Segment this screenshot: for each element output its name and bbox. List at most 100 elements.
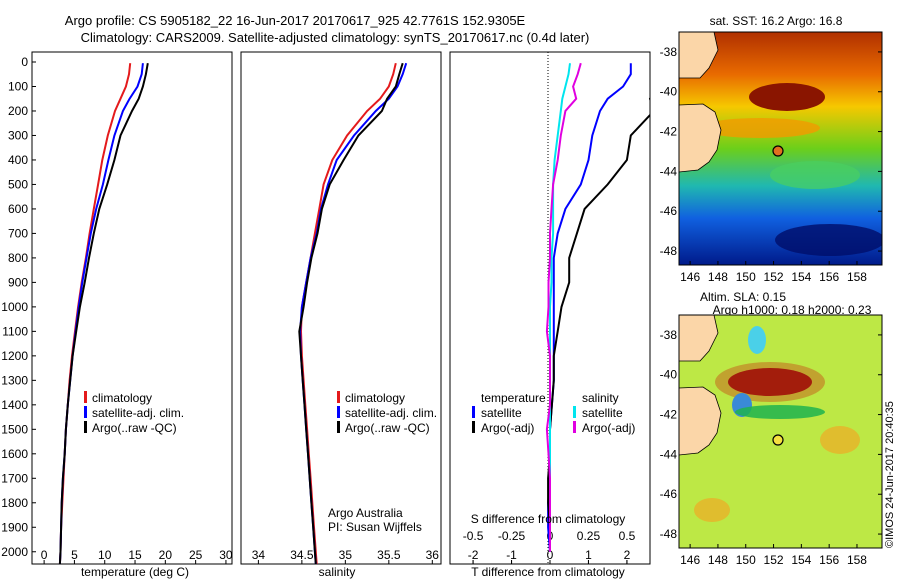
map-lon-tick-label: 154 bbox=[791, 270, 811, 284]
t-difference-xlabel: T difference from climatology bbox=[471, 565, 625, 579]
map-lat-tick-label: -44 bbox=[660, 447, 678, 461]
difference-legend: temperature satellite Argo(-adj) salinit… bbox=[472, 391, 635, 435]
legend-swatch-satellite bbox=[337, 406, 340, 418]
map-lat-tick-label: -40 bbox=[660, 85, 678, 99]
map-lat-tick-label: -46 bbox=[660, 487, 678, 501]
salinity-x-tick-label: 34 bbox=[252, 548, 266, 562]
sst-map-image bbox=[679, 32, 882, 265]
temperature-series bbox=[58, 63, 149, 564]
warm-tongue-feature bbox=[700, 118, 820, 138]
depth-tick-label: 1700 bbox=[1, 471, 28, 485]
temperature-x-tick-label: 0 bbox=[41, 548, 48, 562]
map-lon-tick-label: 148 bbox=[708, 553, 728, 567]
map-lon-tick-label: 146 bbox=[680, 270, 700, 284]
map-lon-tick-label: 146 bbox=[680, 553, 700, 567]
legend-swatch-argo bbox=[337, 421, 340, 433]
difference-series bbox=[545, 62, 650, 552]
temperature-x-tick-label: 20 bbox=[159, 548, 173, 562]
map-lat-tick-label: -46 bbox=[660, 204, 678, 218]
sla-map-frame bbox=[678, 314, 883, 549]
map-lon-tick-label: 158 bbox=[847, 270, 867, 284]
map-lat-tick-label: -48 bbox=[660, 244, 678, 258]
salinity-legend: climatology satellite-adj. clim. Argo(..… bbox=[337, 391, 437, 435]
sla-high-feature bbox=[728, 368, 812, 396]
sst-map-frame bbox=[678, 31, 883, 266]
legend-heading-temperature: temperature bbox=[481, 391, 546, 405]
legend-label-sal-satellite: satellite bbox=[582, 406, 623, 420]
legend-label-satellite: satellite-adj. clim. bbox=[92, 406, 184, 420]
map-lon-tick-label: 148 bbox=[708, 270, 728, 284]
depth-tick-label: 0 bbox=[21, 55, 28, 69]
map-lon-tick-label: 156 bbox=[819, 553, 839, 567]
legend-label-temp-satellite: satellite bbox=[481, 406, 522, 420]
figure-title-line2: Climatology: CARS2009. Satellite-adjuste… bbox=[81, 30, 590, 45]
t-difference-x-tick-label: 0 bbox=[547, 548, 554, 562]
salinity-series-argo-raw-qc bbox=[298, 62, 404, 564]
depth-tick-label: 100 bbox=[8, 79, 28, 93]
map-lon-tick-label: 152 bbox=[764, 553, 784, 567]
salinity-x-tick-label: 36 bbox=[426, 548, 440, 562]
legend-swatch-climatology bbox=[84, 391, 87, 403]
warm-eddy-feature bbox=[749, 83, 825, 111]
legend-swatch-temp-argo bbox=[472, 421, 475, 433]
salinity-x-tick-label: 35 bbox=[339, 548, 353, 562]
depth-tick-label: 900 bbox=[8, 275, 28, 289]
map-lon-tick-label: 156 bbox=[819, 270, 839, 284]
salinity-x-tick-label: 35.5 bbox=[377, 548, 401, 562]
s-difference-x-tick-label: -0.5 bbox=[463, 529, 484, 543]
temperature-series-argo-raw-qc bbox=[58, 63, 149, 564]
depth-tick-label: 400 bbox=[8, 153, 28, 167]
map-lon-tick-label: 154 bbox=[791, 553, 811, 567]
depth-tick-label: 1100 bbox=[2, 324, 28, 338]
sla-map-title2: Argo h1000: 0.18 h2000: 0.23 bbox=[713, 303, 872, 317]
temperature-plot-frame bbox=[31, 51, 233, 565]
sla-map-image bbox=[679, 315, 882, 548]
legend-swatch-climatology bbox=[337, 391, 340, 403]
legend-label-climatology: climatology bbox=[345, 391, 405, 405]
map-lon-tick-label: 150 bbox=[736, 553, 756, 567]
map-lat-tick-label: -38 bbox=[660, 328, 678, 342]
t-difference-x-tick-label: 1 bbox=[585, 548, 592, 562]
depth-tick-label: 1000 bbox=[1, 300, 28, 314]
salinity-plot-frame bbox=[240, 51, 442, 565]
imos-timestamp: ©IMOS 24-Jun-2017 20:40:35 bbox=[884, 401, 896, 548]
temperature-panel: 0100200300400500600700800900100011001200… bbox=[1, 51, 233, 579]
legend-swatch-satellite bbox=[84, 406, 87, 418]
t-difference-x-tick-label: -1 bbox=[506, 548, 517, 562]
sla-map-title1: Altim. SLA: 0.15 bbox=[700, 290, 786, 304]
depth-tick-label: 200 bbox=[8, 104, 28, 118]
map-lat-tick-label: -42 bbox=[660, 125, 678, 139]
salinity-x-tick-label: 34.5 bbox=[290, 548, 314, 562]
depth-tick-label: 1300 bbox=[1, 373, 28, 387]
t-difference-x-tick-label: 2 bbox=[624, 548, 631, 562]
salinity-panel: 34 34.5 35 35.5 36 salinity climatology sate… bbox=[240, 51, 442, 579]
salinity-xlabel: salinity bbox=[319, 565, 356, 579]
map-lat-tick-label: -48 bbox=[660, 527, 678, 541]
land-tasmania-victoria bbox=[679, 315, 722, 456]
land-tasmania-victoria bbox=[679, 32, 722, 173]
salinity-x-axis: 34 34.5 35 35.5 36 bbox=[252, 548, 440, 564]
map-lon-tick-label: 150 bbox=[736, 270, 756, 284]
legend-label-argo: Argo(..raw -QC) bbox=[92, 421, 177, 435]
map-lat-tick-label: -40 bbox=[660, 368, 678, 382]
legend-label-temp-argo: Argo(-adj) bbox=[481, 421, 534, 435]
depth-tick-label: 1500 bbox=[1, 422, 28, 436]
sla-map-panel: Altim. SLA: 0.15 Argo h1000: 0.18 h2000:… bbox=[660, 290, 883, 567]
argo-float-marker bbox=[772, 434, 784, 446]
cool-patch-feature bbox=[770, 161, 860, 189]
legend-swatch-sal-satellite bbox=[573, 406, 576, 418]
sla-low-feature-north bbox=[748, 326, 766, 354]
s-difference-xlabel: S difference from climatology bbox=[471, 512, 626, 526]
legend-swatch-sal-argo bbox=[573, 421, 576, 433]
difference-panel: -2 -1 0 1 2 -0.5 -0.25 0 0.25 0.5 S difference f… bbox=[449, 51, 651, 579]
depth-tick-label: 1900 bbox=[1, 520, 28, 534]
temperature-x-tick-label: 25 bbox=[189, 548, 203, 562]
t-difference-x-tick-label: -2 bbox=[468, 548, 479, 562]
temperature-x-tick-label: 30 bbox=[219, 548, 233, 562]
legend-heading-salinity: salinity bbox=[582, 391, 619, 405]
credit-pi: PI: Susan Wijffels bbox=[328, 520, 422, 534]
legend-swatch-argo bbox=[84, 421, 87, 433]
depth-tick-label: 1800 bbox=[1, 496, 28, 510]
